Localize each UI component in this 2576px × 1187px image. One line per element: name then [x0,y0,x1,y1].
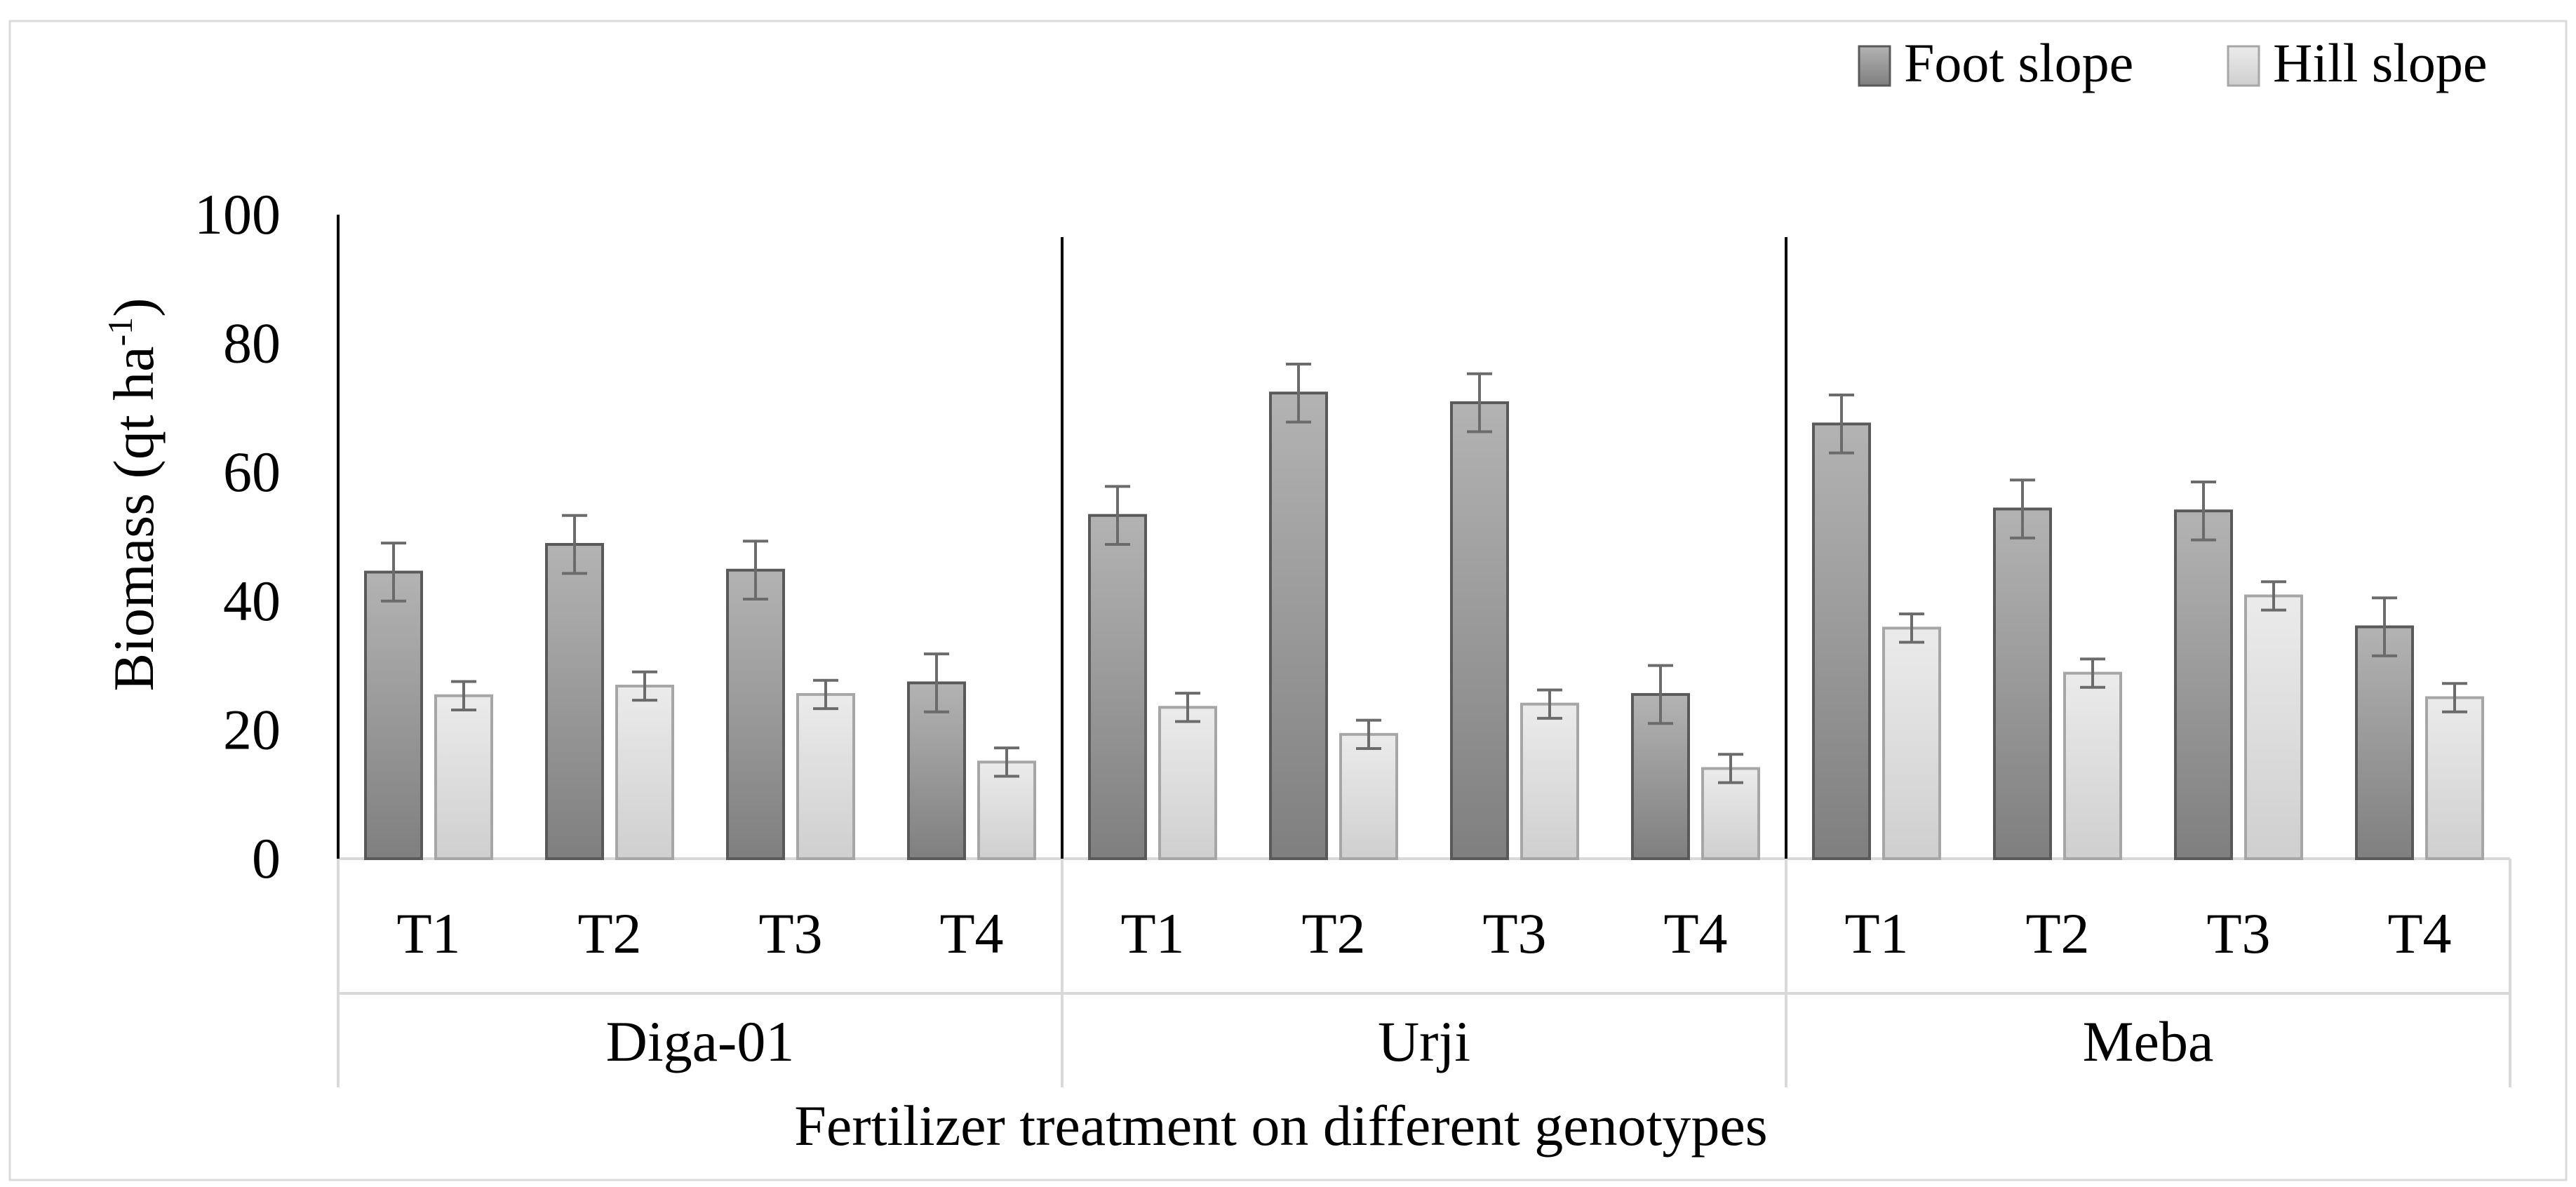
error-bar-hill-slope [1175,692,1200,723]
error-bar-hill-slope [813,678,838,711]
y-tick-label: 40 [223,569,281,633]
bar-hill-slope-meba-t3 [2244,594,2303,860]
x-tick-label: T3 [1482,901,1546,965]
x-tick-label: T1 [1120,901,1184,965]
bar-hill-slope-diga-01-t3 [796,692,855,860]
bar-foot-slope-diga-01-t1 [364,570,423,860]
error-bar-foot-slope [562,514,587,575]
error-bar-hill-slope [1718,753,1743,784]
category-axis-frame [337,215,2511,1087]
error-bar-foot-slope [924,652,949,713]
legend: Foot slope Hill slope [1858,32,2488,93]
bar-hill-slope-diga-01-t2 [615,684,674,861]
x-tick-label: T2 [2025,901,2089,965]
group-label-diga-01: Diga-01 [606,1010,795,1073]
error-bar-hill-slope [2442,682,2467,713]
y-axis-ticks: 0 20 40 60 80 100 [194,182,281,890]
group-label-urji: Urji [1378,1010,1470,1073]
bar-hill-slope-meba-t2 [2063,671,2122,861]
bar-foot-slope-urji-t2 [1269,391,1328,860]
x-tick-label: T2 [1301,901,1365,965]
legend-label-foot-slope: Foot slope [1904,32,2133,93]
error-bar-foot-slope [1467,372,1492,434]
error-bar-foot-slope [1105,485,1130,546]
bar-hill-slope-urji-t3 [1520,702,1579,860]
error-bar-foot-slope [1648,664,1673,725]
x-tick-label: T4 [1663,901,1727,965]
bar-hill-slope-urji-t1 [1158,706,1217,861]
error-bar-foot-slope [381,542,406,603]
bar-hill-slope-meba-t1 [1882,626,1941,861]
bar-hill-slope-urji-t2 [1339,732,1398,861]
x-tick-label: T3 [2206,901,2270,965]
bar-foot-slope-meba-t4 [2355,625,2414,861]
bar-foot-slope-meba-t1 [1812,422,1871,860]
x-axis-labels: T1 T2 T3 T4 Diga-01 T1 T2 T3 T4 Urji T1 T2 T3 T4 Meba [396,901,2451,1073]
y-tick-label: 100 [194,182,281,246]
error-bar-foot-slope [1286,362,1311,424]
x-tick-label: T1 [396,901,460,965]
y-tick-label: 20 [223,697,281,761]
bar-foot-slope-diga-01-t3 [726,568,785,861]
y-tick-label: 80 [223,311,281,375]
bar-foot-slope-urji-t3 [1450,401,1509,860]
x-tick-label: T2 [577,901,641,965]
bar-hill-slope-meba-t4 [2425,696,2484,860]
error-bar-hill-slope [2080,657,2105,689]
bar-foot-slope-urji-t1 [1088,514,1147,860]
x-tick-label: T4 [2387,901,2451,965]
y-tick-label: 60 [223,440,281,504]
error-bar-hill-slope [2261,580,2286,612]
group-label-meba: Meba [2083,1010,2214,1073]
bar-hill-slope-diga-01-t4 [977,760,1036,861]
bar-foot-slope-diga-01-t2 [545,543,604,860]
legend-swatch-foot-slope [1858,45,1891,87]
error-bar-foot-slope [743,539,768,601]
legend-swatch-hill-slope [2227,45,2260,87]
bar-foot-slope-meba-t3 [2174,509,2233,861]
x-tick-label: T1 [1844,901,1908,965]
error-bar-hill-slope [994,746,1019,778]
bar-hill-slope-diga-01-t1 [434,694,493,860]
error-bars [381,362,2467,784]
y-tick-label: 0 [252,826,281,890]
bars [364,391,2484,861]
error-bar-hill-slope [1537,688,1562,720]
error-bar-foot-slope [2010,478,2035,539]
error-bar-foot-slope [2372,596,2397,657]
figure-border [8,20,2568,1181]
error-bar-hill-slope [1356,718,1381,751]
legend-label-hill-slope: Hill slope [2273,32,2488,93]
error-bar-hill-slope [632,670,657,702]
bar-foot-slope-meba-t2 [1993,507,2052,860]
error-bar-hill-slope [1899,612,1924,644]
error-bar-foot-slope [2191,480,2216,542]
error-bar-hill-slope [451,680,476,711]
error-bar-foot-slope [1829,394,1854,455]
y-axis-title: Biomass (qt ha-1) [100,298,166,692]
x-tick-label: T3 [758,901,822,965]
x-axis-title: Fertilizer treatment on different genoty… [794,1094,1767,1158]
x-tick-label: T4 [939,901,1003,965]
